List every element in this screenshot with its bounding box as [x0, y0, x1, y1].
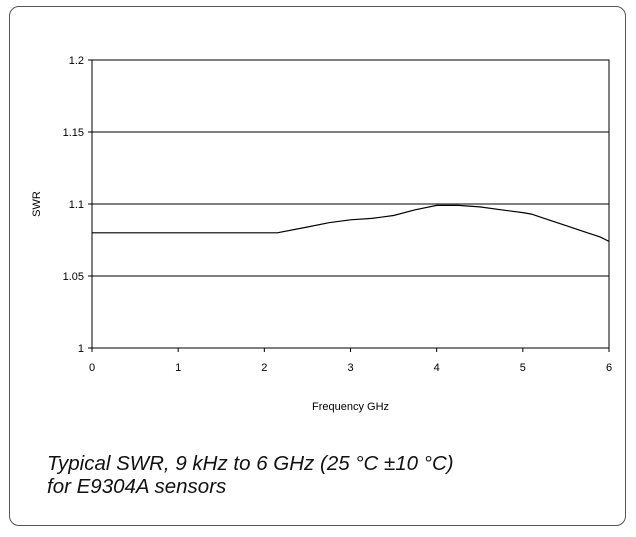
x-tick-label: 1 — [175, 362, 181, 374]
x-tick-label: 2 — [261, 362, 267, 374]
figure-frame — [9, 6, 626, 526]
x-tick-label: 3 — [347, 362, 353, 374]
x-tick-label: 5 — [520, 362, 526, 374]
swr-series-line — [92, 204, 610, 242]
x-tick-label: 0 — [89, 362, 95, 374]
grid-layer — [92, 59, 609, 349]
x-axis-label: Frequency GHz — [312, 401, 389, 413]
caption-line-2: for E9304A sensors — [47, 475, 227, 498]
caption-line-1: Typical SWR, 9 kHz to 6 GHz (25 °C ±10 °… — [47, 452, 454, 475]
y-tick-label: 1 — [78, 343, 84, 355]
tick-layer — [88, 59, 610, 352]
x-tick-label: 4 — [434, 362, 440, 374]
y-axis-label: SWR — [31, 191, 43, 217]
y-tick-label: 1.05 — [63, 271, 84, 283]
y-tick-label: 1.1 — [69, 199, 84, 211]
y-tick-label: 1.2 — [69, 55, 84, 67]
tick-label-layer: 11.051.11.151.20 1 2 3 4 5 6 — [63, 55, 612, 374]
x-tick-label: 6 — [606, 362, 612, 374]
figure-caption: Typical SWR, 9 kHz to 6 GHz (25 °C ±10 °… — [47, 452, 454, 498]
y-tick-label: 1.15 — [63, 127, 84, 139]
